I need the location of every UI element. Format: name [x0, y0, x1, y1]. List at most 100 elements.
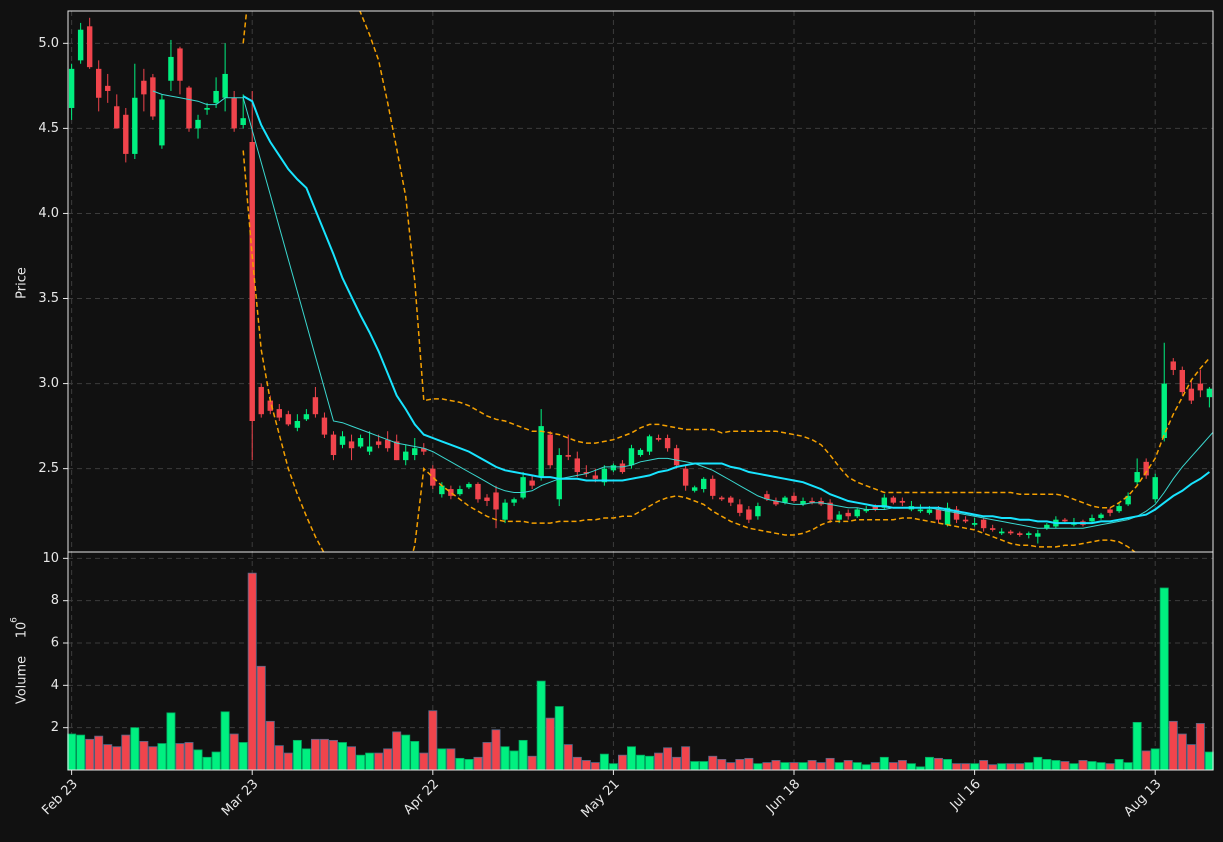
volume-scale-base: 10	[15, 622, 30, 639]
candle-body	[701, 478, 707, 490]
volume-bar	[301, 748, 311, 771]
candle-body	[1125, 495, 1131, 505]
volume-bar	[175, 743, 185, 771]
volume-bar	[1105, 763, 1115, 771]
volume-bar	[979, 760, 989, 771]
volume-bar	[329, 739, 338, 771]
candle-body	[1098, 514, 1104, 518]
candle-body	[1152, 477, 1158, 500]
candle-body	[321, 417, 328, 435]
candle-body	[926, 509, 933, 513]
volume-bar	[726, 762, 736, 771]
candle-body	[177, 48, 183, 81]
volume-bar	[1078, 760, 1088, 771]
y-tick-label: 4.5	[38, 121, 59, 136]
candle-body	[764, 494, 770, 500]
volume-bar	[789, 762, 799, 771]
volume-frame	[67, 551, 1214, 771]
candle-body	[565, 455, 571, 457]
candle-body	[258, 386, 264, 415]
volume-bar	[879, 756, 889, 771]
volume-bar	[627, 746, 636, 771]
volume-bar	[229, 733, 239, 771]
candle-body	[836, 514, 842, 520]
volume-bar	[1096, 762, 1106, 771]
volume-bar	[888, 762, 898, 771]
volume-bar	[870, 762, 880, 771]
candle-body	[123, 114, 129, 154]
volume-bar	[455, 757, 465, 771]
volume-bar	[1033, 756, 1043, 771]
volume-scale-exponent: 6	[10, 617, 20, 623]
candle-body	[502, 502, 508, 520]
candle-body	[276, 409, 283, 418]
volume-bar	[1015, 763, 1025, 771]
volume-bar	[608, 763, 618, 771]
volume-bar	[672, 756, 682, 771]
volume-bar	[103, 744, 113, 771]
volume-bar	[735, 759, 745, 771]
volume-bar	[897, 760, 907, 771]
volume-bar	[545, 717, 555, 771]
candle-body	[366, 446, 373, 452]
candle-body	[953, 509, 960, 520]
volume-bar	[924, 756, 934, 771]
candle-body	[755, 506, 761, 517]
volume-bar	[1132, 721, 1142, 771]
candle-body	[719, 497, 725, 500]
candle-body	[980, 519, 987, 529]
volume-bar	[184, 742, 194, 771]
candle-body	[601, 468, 608, 483]
volume-bar	[690, 761, 700, 771]
y-tick-label: 4	[51, 678, 59, 693]
volume-bar	[193, 749, 203, 771]
volume-bar	[1186, 744, 1196, 771]
volume-bar	[988, 764, 998, 771]
candle-body	[664, 438, 671, 449]
volume-bar	[148, 746, 158, 771]
volume-bar	[94, 735, 104, 771]
candle-body	[691, 487, 698, 491]
candle-body	[1134, 472, 1140, 483]
volume-bar	[464, 759, 474, 771]
candle-body	[989, 528, 996, 530]
volume-bar	[554, 706, 564, 771]
volume-bar	[536, 680, 546, 771]
y-tick-label: 3.5	[38, 291, 59, 306]
candle-body	[430, 468, 436, 486]
candle-body	[1170, 361, 1176, 370]
volume-bar	[843, 760, 853, 771]
volume-bar	[934, 757, 943, 771]
volume-bar	[347, 746, 357, 771]
candle-body	[86, 26, 93, 68]
candle-body	[809, 500, 815, 503]
volume-bar	[446, 748, 456, 771]
y-tick-label: 6	[51, 636, 59, 651]
candle-body	[556, 455, 562, 500]
volume-bar	[771, 760, 781, 771]
candle-body	[944, 507, 951, 525]
candle-body	[592, 475, 599, 479]
candle-body	[403, 451, 409, 461]
volume-bar	[437, 748, 447, 771]
volume-bar	[1087, 761, 1097, 771]
volume-bar	[645, 755, 654, 771]
volume-bar	[509, 750, 519, 771]
volume-bar	[699, 761, 709, 771]
volume-bar	[1123, 762, 1133, 771]
candle-body	[827, 502, 833, 520]
candle-body	[294, 421, 301, 428]
candle-body	[1188, 388, 1195, 401]
volume-bar	[67, 733, 77, 771]
candle-body	[475, 483, 481, 500]
volume-bar	[473, 756, 483, 771]
volume-bar	[428, 710, 438, 771]
volume-bar	[401, 734, 411, 771]
volume-bar	[952, 763, 962, 771]
volume-bar	[310, 738, 320, 771]
volume-bar	[1024, 762, 1034, 771]
volume-bar	[491, 729, 501, 771]
volume-bar	[274, 745, 284, 771]
candle-body	[1206, 388, 1213, 398]
